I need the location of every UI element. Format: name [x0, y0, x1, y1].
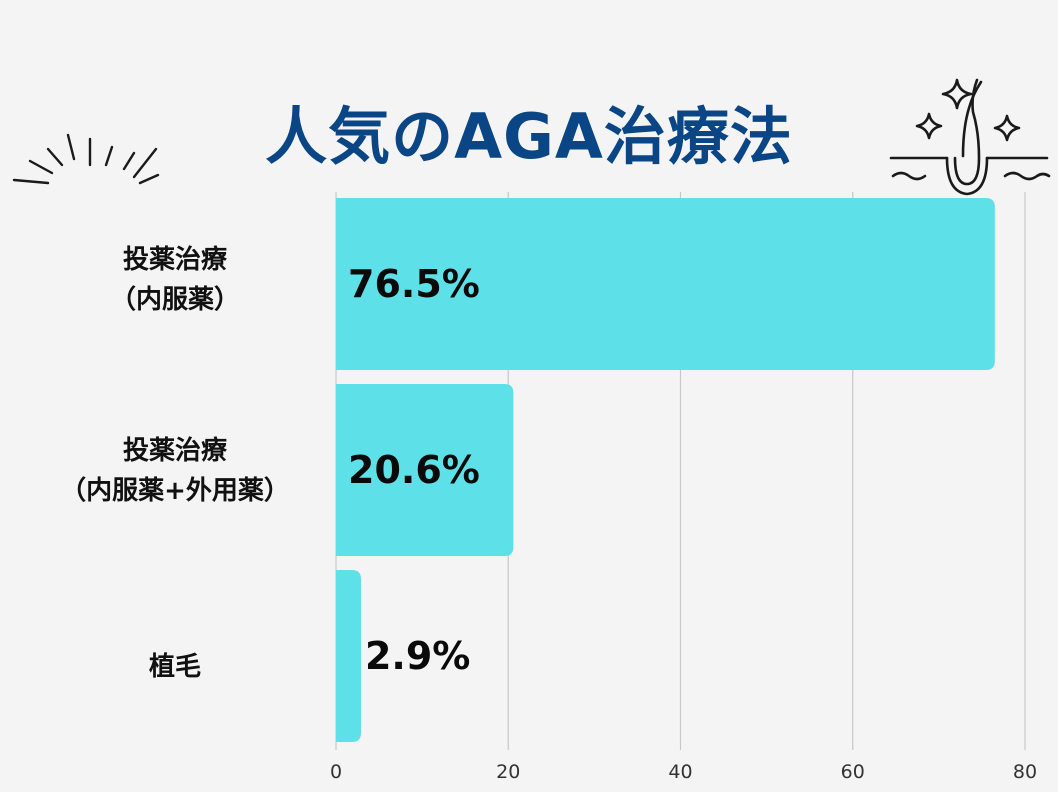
bar	[336, 570, 361, 742]
x-tick-label: 20	[496, 761, 520, 783]
bar-value-label: 76.5%	[348, 262, 480, 306]
x-tick-label: 40	[668, 761, 692, 783]
category-label-line1: 投薬治療	[122, 436, 227, 466]
x-tick-label: 80	[1013, 761, 1037, 783]
category-label-oral-topical: 投薬治療 （内服薬+外用薬）	[20, 431, 330, 511]
burst-lines-icon	[12, 133, 160, 185]
hair-follicle-sparkle-icon	[889, 78, 1051, 196]
category-label-line2: （内服薬+外用薬）	[60, 476, 290, 506]
category-label-line2: （内服薬）	[109, 285, 240, 315]
category-label-line1: 植毛	[148, 652, 201, 682]
chart-title: 人気のAGA治療法	[265, 100, 793, 173]
bar-value-label: 2.9%	[365, 634, 470, 678]
category-label-line1: 投薬治療	[122, 245, 227, 275]
bar	[336, 384, 514, 556]
x-tick-label: 0	[330, 761, 342, 783]
category-label-oral: 投薬治療 （内服薬）	[20, 240, 330, 320]
bar-value-label: 20.6%	[348, 448, 480, 492]
bar	[336, 198, 995, 370]
category-label-transplant: 植毛	[20, 647, 330, 687]
x-tick-label: 60	[841, 761, 865, 783]
